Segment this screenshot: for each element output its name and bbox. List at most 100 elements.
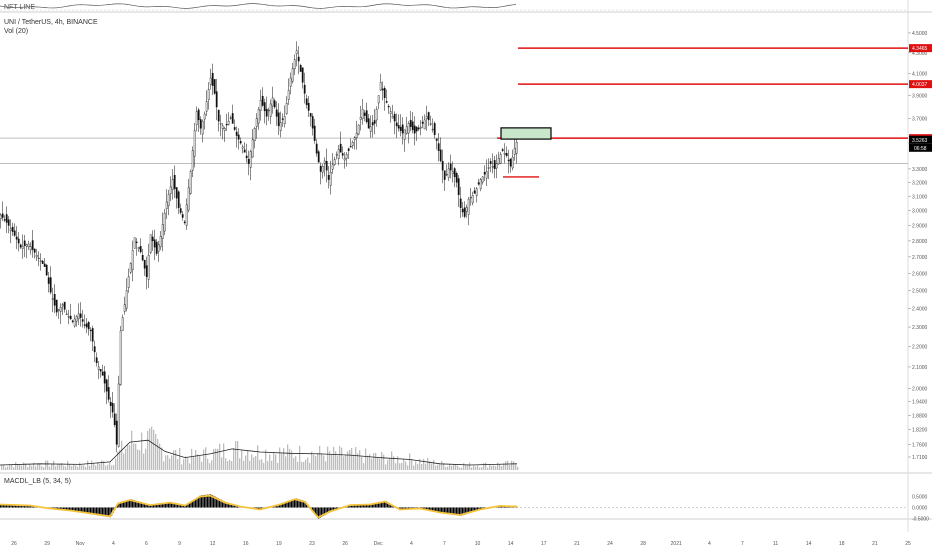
candle-body <box>155 241 158 254</box>
candle-body <box>475 188 478 196</box>
candle-body <box>183 221 186 223</box>
volume-bar <box>5 467 7 470</box>
candle-body <box>147 254 150 280</box>
macd-histogram-bar <box>13 504 15 508</box>
macd-histogram-bar <box>132 499 134 508</box>
price-level-label: 4.3465 <box>912 46 928 52</box>
candle-body <box>505 153 508 156</box>
volume-bar <box>489 464 491 470</box>
macd-histogram-bar <box>100 507 102 516</box>
volume-bar <box>245 455 247 470</box>
candle-body <box>443 170 446 180</box>
volume-bar <box>313 454 315 470</box>
volume-bar <box>269 454 271 470</box>
macd-histogram-bar <box>121 501 123 508</box>
macd-histogram-bar <box>283 502 285 508</box>
volume-bar <box>147 430 149 470</box>
candle-body <box>197 109 200 121</box>
volume-bar <box>283 448 285 470</box>
volume-bar <box>37 463 39 470</box>
macd-histogram-bar <box>433 507 435 512</box>
symbol-title[interactable]: UNI / TetherUS, 4h, BINANCE <box>4 19 98 26</box>
macd-histogram-bar <box>327 507 329 514</box>
macd-histogram-bar <box>358 504 360 508</box>
candle-body <box>293 59 296 70</box>
macd-histogram-bar <box>208 494 210 508</box>
macd-histogram-bar <box>459 507 461 516</box>
macd-histogram-bar <box>298 499 300 508</box>
price-tick-label: 2.8000 <box>912 239 928 245</box>
macd-histogram-bar <box>168 502 170 508</box>
volume-bar <box>251 454 253 470</box>
candle-body <box>405 126 408 134</box>
candle-body <box>315 143 318 154</box>
candle-body <box>181 214 184 218</box>
macd-histogram-bar <box>199 495 201 508</box>
volume-bar <box>497 462 499 470</box>
candle-body <box>291 68 294 82</box>
macd-histogram-bar <box>75 507 77 512</box>
volume-bar <box>395 463 397 470</box>
macd-histogram-bar <box>109 507 111 518</box>
volume-bar <box>461 467 463 470</box>
volume-bar <box>111 465 113 470</box>
macd-histogram-bar <box>229 503 231 508</box>
candle-body <box>441 160 444 171</box>
candle-body <box>245 155 248 159</box>
candle-body <box>287 90 290 100</box>
candle-body <box>263 102 266 112</box>
candle-body <box>349 146 352 148</box>
volume-bar <box>39 463 41 470</box>
macd-histogram-bar <box>424 507 426 510</box>
candle-body <box>13 230 16 236</box>
candle-body <box>17 238 20 244</box>
candle-body <box>251 139 254 158</box>
candle-body <box>101 371 104 376</box>
volume-bar <box>149 428 151 470</box>
macd-histogram-bar <box>111 507 113 516</box>
volume-bar <box>135 443 137 470</box>
macd-histogram-bar <box>81 507 83 513</box>
price-tick-label: 1.7100 <box>912 455 928 461</box>
volume-bar <box>177 459 179 470</box>
volume-bar <box>471 467 473 470</box>
candle-body <box>361 109 364 119</box>
date-tick-label: Dec <box>374 541 383 547</box>
volume-bar <box>469 462 471 470</box>
candle-body <box>403 129 406 140</box>
macd-histogram-bar <box>88 507 90 514</box>
candle-body <box>401 124 404 134</box>
macd-histogram-bar <box>142 502 144 508</box>
macd-histogram-bar <box>318 507 320 519</box>
date-tick-label: 7 <box>741 541 744 547</box>
date-tick-label: 4 <box>112 541 115 547</box>
macd-histogram-bar <box>157 503 159 508</box>
volume-bar <box>475 466 477 470</box>
date-tick-label: 4 <box>708 541 711 547</box>
candle-body <box>437 143 440 151</box>
macd-histogram-bar <box>454 507 456 516</box>
candle-body <box>29 246 32 251</box>
volume-bar <box>255 456 257 470</box>
volume-bar <box>201 461 203 470</box>
candle-body <box>433 123 436 135</box>
macd-histogram-bar <box>201 495 203 508</box>
macd-histogram-bar <box>370 504 372 508</box>
macd-histogram-bar <box>378 502 380 508</box>
macd-histogram-bar <box>301 500 303 508</box>
date-tick-label: 12 <box>210 541 216 547</box>
date-tick-label: 7 <box>443 541 446 547</box>
macd-histogram-bar <box>127 499 129 508</box>
volume-bar <box>351 447 353 470</box>
candle-body <box>257 109 260 124</box>
volume-bar <box>161 447 163 470</box>
volume-bar <box>183 459 185 470</box>
candle-body <box>77 313 80 320</box>
candle-body <box>241 146 244 149</box>
candle-body <box>381 88 384 91</box>
price-tick-label: 3.2000 <box>912 180 928 186</box>
date-tick-label: 21 <box>574 541 580 547</box>
candle-body <box>169 186 172 194</box>
macd-histogram-bar <box>388 502 390 508</box>
volume-label: Vol (20) <box>4 28 29 35</box>
